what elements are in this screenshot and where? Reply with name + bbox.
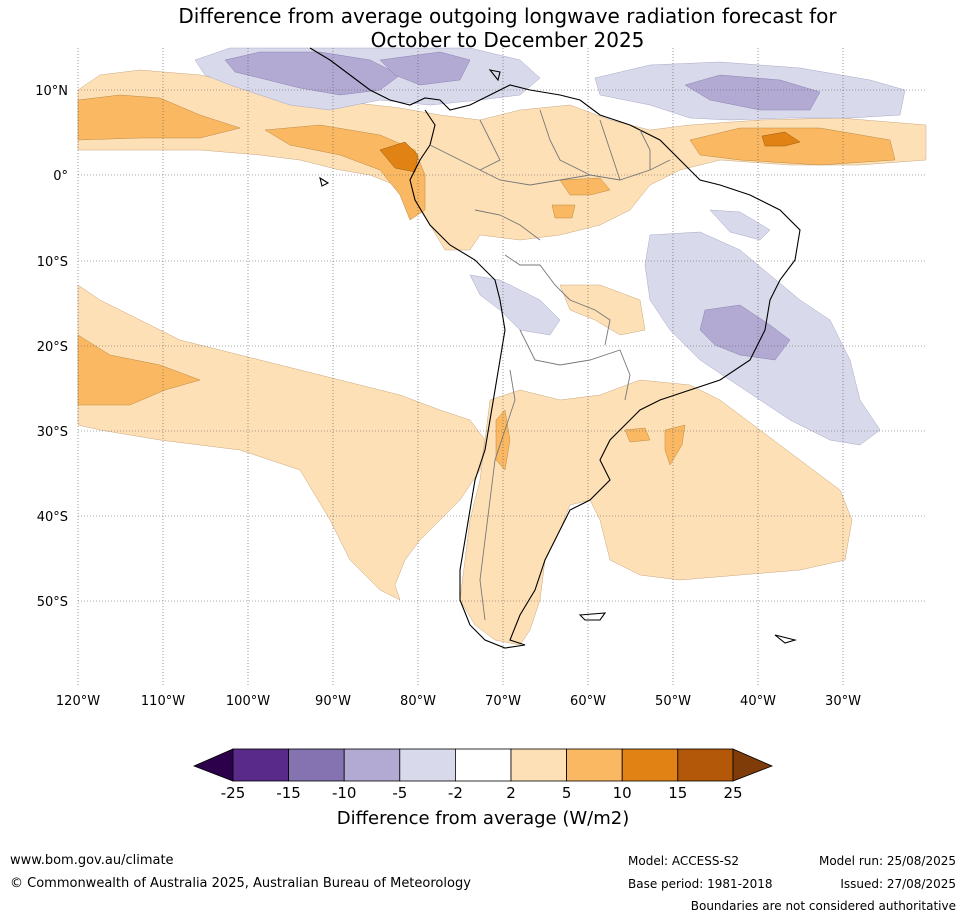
- colorbar-tick: -15: [276, 784, 301, 802]
- colorbar-tick: -5: [392, 784, 407, 802]
- colorbar-ticks: -25 -15 -10 -5 -2 2 5 10 15 25: [221, 784, 743, 802]
- latitude-labels: 10°N 0° 10°S 20°S 30°S 40°S 50°S: [35, 84, 68, 610]
- lat-label: 10°S: [37, 255, 68, 270]
- lon-label: 110°W: [141, 694, 185, 709]
- coastline: [309, 47, 801, 649]
- negative-anomaly-medium: [224, 51, 821, 361]
- colorbar-under-arrow: [192, 748, 234, 782]
- title-line-1: Difference from average outgoing longwav…: [178, 4, 837, 28]
- colorbar-over-arrow: [732, 748, 774, 782]
- lon-label: 60°W: [570, 694, 606, 709]
- longitude-labels: 120°W 110°W 100°W 90°W 80°W 70°W 60°W 50…: [56, 694, 861, 709]
- lat-label: 30°S: [37, 425, 68, 440]
- colorbar-swatch: [232, 748, 289, 782]
- lon-label: 70°W: [485, 694, 521, 709]
- copyright-text: © Commonwealth of Australia 2025, Austra…: [10, 876, 471, 891]
- base-period: Base period: 1981-2018: [628, 877, 773, 891]
- lon-label: 120°W: [56, 694, 100, 709]
- colorbar-tick: 15: [668, 784, 687, 802]
- colorbar-swatch: [510, 748, 567, 782]
- colorbar-tick: -10: [332, 784, 357, 802]
- lon-label: 30°W: [825, 694, 861, 709]
- model-name: Model: ACCESS-S2: [628, 854, 740, 868]
- colorbar-tick: -25: [221, 784, 246, 802]
- colorbar-swatch: [399, 748, 456, 782]
- colorbar-swatch: [454, 748, 512, 782]
- model-run-date: Model run: 25/08/2025: [818, 854, 956, 868]
- lat-label: 10°N: [35, 84, 68, 99]
- lon-label: 80°W: [400, 694, 436, 709]
- lon-label: 40°W: [740, 694, 776, 709]
- lon-label: 50°W: [655, 694, 691, 709]
- lon-label: 90°W: [315, 694, 351, 709]
- positive-anomaly-strong: [379, 131, 801, 173]
- colorbar: [192, 748, 774, 782]
- colorbar-label: Difference from average (W/m2): [336, 808, 630, 829]
- colorbar-tick: -2: [448, 784, 463, 802]
- map-title: Difference from average outgoing longwav…: [0, 4, 965, 52]
- colorbar-tick: 5: [562, 784, 572, 802]
- website-link[interactable]: www.bom.gov.au/climate: [10, 853, 174, 868]
- colorbar-swatch: [677, 748, 734, 782]
- map-area: [77, 47, 927, 686]
- lat-label: 50°S: [37, 595, 68, 610]
- colorbar-tick: 2: [506, 784, 516, 802]
- lat-label: 0°: [53, 169, 68, 184]
- boundaries-note: Boundaries are not considered authoritat…: [690, 899, 956, 913]
- colorbar-swatch: [343, 748, 401, 782]
- lat-label: 20°S: [37, 340, 68, 355]
- colorbar-tick: 10: [613, 784, 632, 802]
- positive-anomaly-light: [77, 69, 927, 646]
- colorbar-swatch: [621, 748, 679, 782]
- lat-label: 40°S: [37, 510, 68, 525]
- issued-date: Issued: 27/08/2025: [840, 877, 956, 891]
- lon-label: 100°W: [226, 694, 270, 709]
- colorbar-swatch: [288, 748, 345, 782]
- colorbar-tick: 25: [723, 784, 742, 802]
- colorbar-swatch: [566, 748, 623, 782]
- country-borders: [429, 109, 671, 621]
